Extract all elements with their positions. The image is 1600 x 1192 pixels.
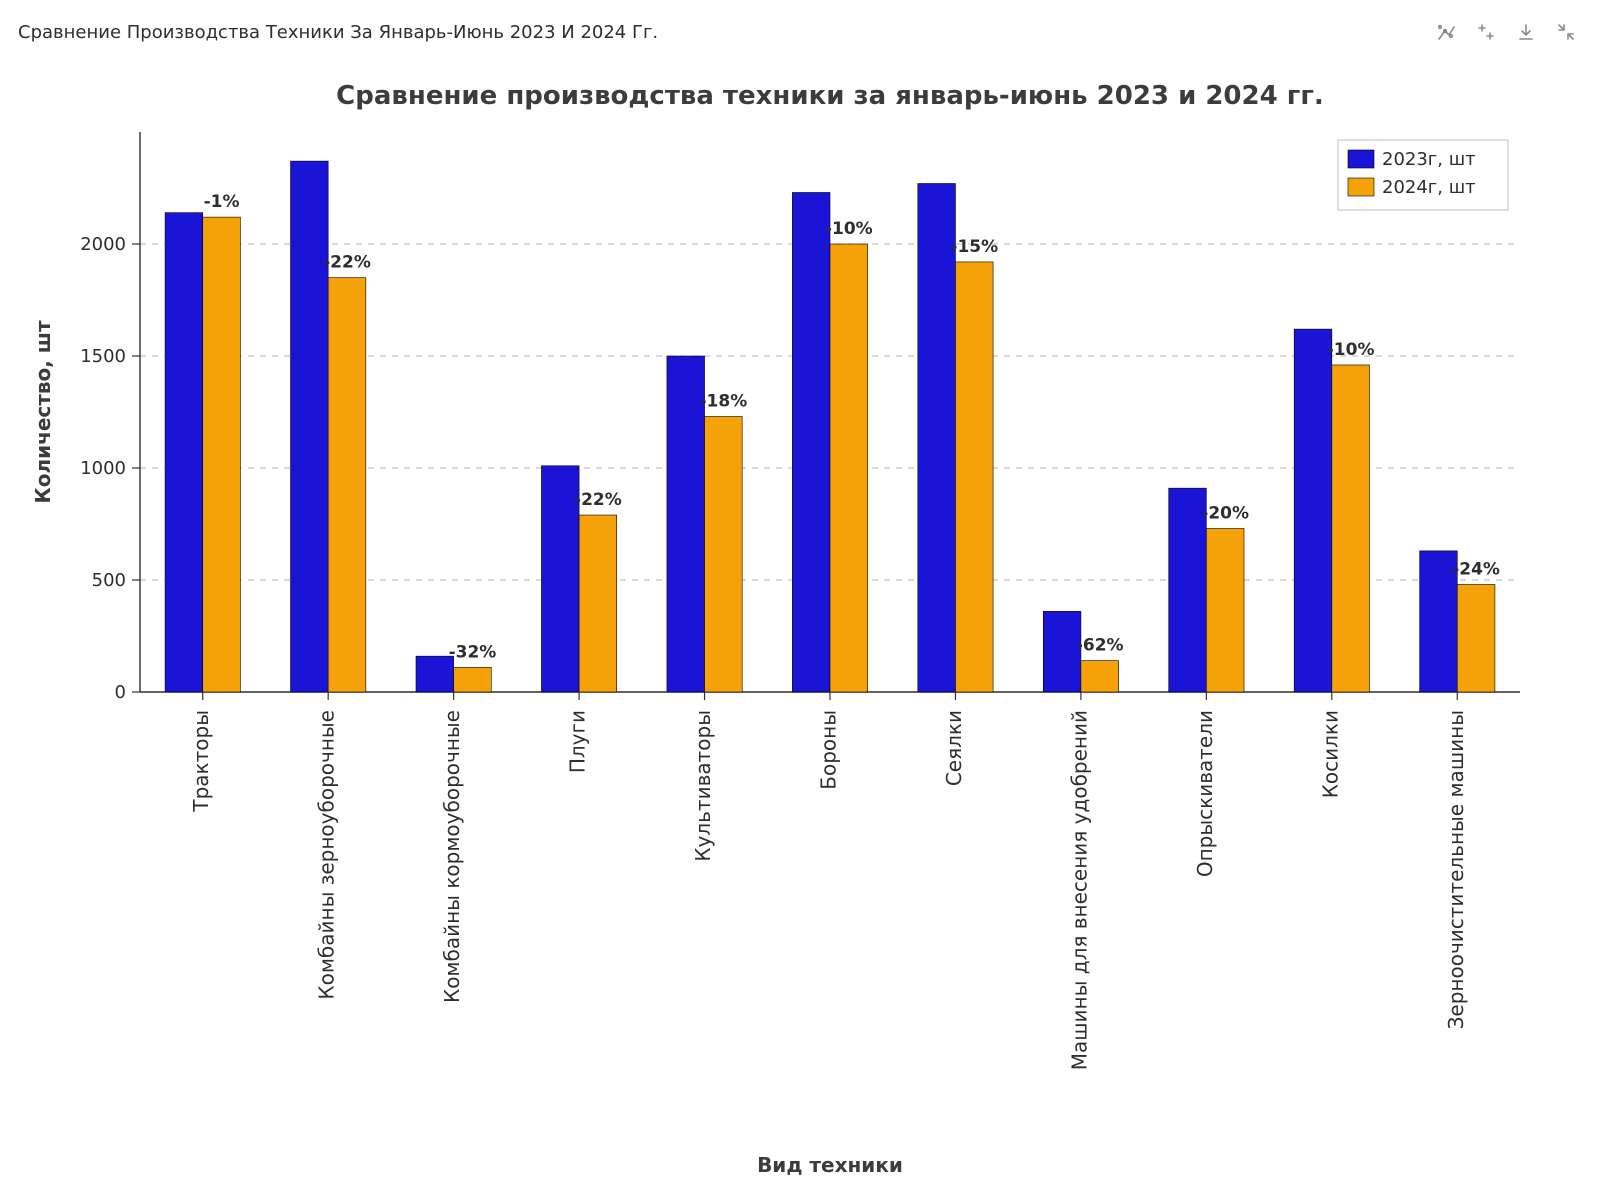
svg-text:-10%: -10%	[1327, 340, 1375, 360]
svg-text:-24%: -24%	[1452, 559, 1500, 579]
bar	[1081, 661, 1119, 692]
svg-text:-15%: -15%	[950, 237, 998, 257]
svg-text:-62%: -62%	[1076, 636, 1124, 656]
bar	[955, 262, 993, 692]
bar	[165, 213, 203, 692]
svg-text:-20%: -20%	[1201, 503, 1249, 523]
bar	[705, 416, 743, 692]
bar	[1332, 365, 1370, 692]
x-tick-label: Бороны	[817, 710, 841, 790]
svg-text:-22%: -22%	[574, 490, 622, 510]
bar	[918, 184, 956, 692]
svg-text:-32%: -32%	[449, 642, 497, 662]
svg-text:500: 500	[92, 570, 126, 591]
svg-text:Вид техники: Вид техники	[757, 1153, 903, 1177]
x-tick-label: Косилки	[1318, 710, 1342, 798]
x-tick-label: Тракторы	[189, 710, 213, 813]
x-tick-label: Комбайны кормоуборочные	[440, 710, 464, 1003]
svg-text:2000: 2000	[80, 234, 126, 255]
scatter-toggle-icon[interactable]	[1436, 22, 1456, 42]
bar	[291, 161, 329, 692]
collapse-icon[interactable]	[1556, 22, 1576, 42]
x-tick-label: Культиваторы	[691, 710, 715, 862]
legend-swatch	[1348, 150, 1374, 168]
page-title: Сравнение Производства Техники За Январь…	[18, 22, 658, 43]
top-bar: Сравнение Производства Техники За Январь…	[0, 0, 1600, 52]
svg-text:0: 0	[115, 682, 126, 703]
bar	[1294, 329, 1332, 692]
svg-text:1500: 1500	[80, 346, 126, 367]
legend-swatch	[1348, 178, 1374, 196]
svg-text:2024г, шт: 2024г, шт	[1382, 177, 1476, 198]
svg-text:1000: 1000	[80, 458, 126, 479]
bar	[328, 278, 366, 692]
toolbar	[1436, 22, 1576, 42]
bar	[454, 667, 492, 692]
x-tick-label: Зерноочистительные машины	[1444, 710, 1468, 1029]
svg-text:-18%: -18%	[699, 391, 747, 411]
svg-text:Сравнение производства техники: Сравнение производства техники за январь…	[336, 81, 1324, 111]
x-tick-label: Машины для внесения удобрений	[1067, 710, 1091, 1070]
x-tick-label: Сеялки	[942, 710, 966, 786]
bar	[792, 192, 830, 692]
comparison-bar-chart: Сравнение производства техники за январь…	[0, 52, 1600, 1192]
x-tick-label: Опрыскиватели	[1193, 710, 1217, 877]
zoom-icon[interactable]	[1476, 22, 1496, 42]
svg-text:-10%: -10%	[825, 219, 873, 239]
x-tick-label: Плуги	[566, 710, 590, 773]
svg-text:-22%: -22%	[323, 253, 371, 273]
bar	[1206, 528, 1244, 692]
bar	[830, 244, 868, 692]
legend: 2023г, шт 2024г, шт	[1338, 140, 1508, 210]
svg-text:-1%: -1%	[204, 192, 240, 212]
x-tick-label: Комбайны зерноуборочные	[315, 710, 339, 1000]
svg-text:2023г, шт: 2023г, шт	[1382, 149, 1476, 170]
chart-container: Сравнение производства техники за январь…	[0, 52, 1600, 1192]
bar	[579, 515, 617, 692]
bar	[203, 217, 241, 692]
bar	[1457, 584, 1495, 692]
download-icon[interactable]	[1516, 22, 1536, 42]
svg-text:Количество, шт: Количество, шт	[31, 320, 55, 504]
